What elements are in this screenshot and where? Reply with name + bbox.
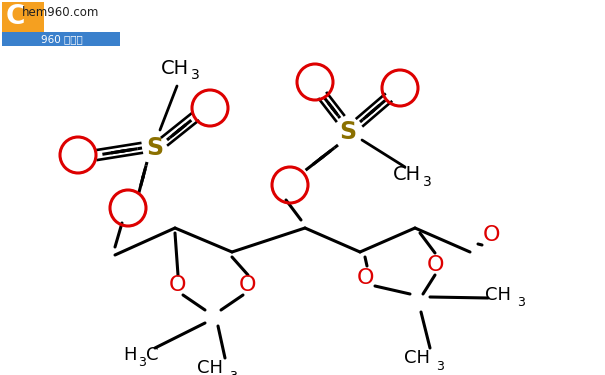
- FancyBboxPatch shape: [2, 32, 120, 46]
- Text: O: O: [356, 268, 374, 288]
- Text: CH: CH: [197, 359, 223, 375]
- Text: 3: 3: [423, 175, 431, 189]
- Text: CH: CH: [485, 286, 511, 304]
- Text: 3: 3: [436, 360, 444, 372]
- Text: 960 化工网: 960 化工网: [41, 34, 83, 44]
- Text: 3: 3: [191, 68, 200, 82]
- Text: O: O: [239, 275, 257, 295]
- Text: 3: 3: [517, 297, 525, 309]
- Text: hem960.com: hem960.com: [22, 6, 99, 20]
- Text: S: S: [339, 120, 356, 144]
- Text: O: O: [483, 225, 501, 245]
- Text: CH: CH: [404, 349, 430, 367]
- Text: O: O: [427, 255, 443, 275]
- Text: H: H: [123, 346, 137, 364]
- Text: S: S: [146, 136, 163, 160]
- Text: C: C: [6, 4, 25, 30]
- FancyBboxPatch shape: [2, 2, 44, 32]
- Text: C: C: [146, 346, 159, 364]
- Text: O: O: [169, 275, 187, 295]
- Text: CH: CH: [161, 58, 189, 78]
- Text: CH: CH: [393, 165, 421, 184]
- Text: 3: 3: [229, 369, 237, 375]
- Text: 3: 3: [138, 357, 146, 369]
